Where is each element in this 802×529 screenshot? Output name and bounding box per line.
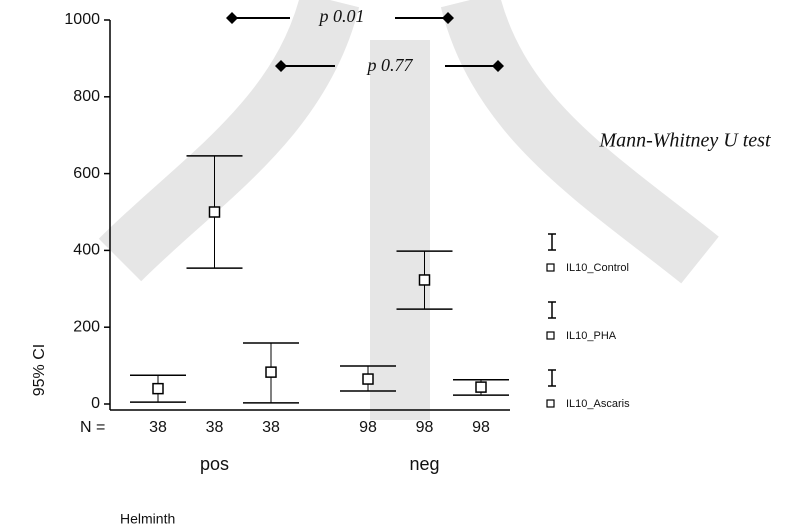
y-tick-label: 1000 [64, 11, 100, 28]
legend-symbol [546, 263, 555, 272]
n-label: N = [80, 419, 105, 436]
n-count: 98 [472, 419, 490, 436]
legend-symbol [548, 301, 556, 319]
annotation: p 0.77 [366, 55, 414, 75]
n-count: 38 [149, 419, 167, 436]
legend-symbol [548, 233, 556, 251]
x-tick-label: neg [409, 454, 439, 474]
legend-symbol [546, 399, 555, 408]
y-tick-label: 800 [73, 88, 100, 105]
y-tick-label: 200 [73, 318, 100, 335]
y-tick-label: 0 [91, 395, 100, 412]
n-count: 98 [416, 419, 434, 436]
mean-marker [208, 206, 221, 218]
annotation: Mann-Whitney U test [598, 130, 771, 152]
mean-marker [475, 381, 487, 393]
legend-label: IL10_Ascaris [566, 398, 630, 410]
mean-marker [362, 373, 374, 385]
n-count: 98 [359, 419, 377, 436]
y-tick-label: 600 [73, 165, 100, 182]
watermark [98, 0, 719, 420]
n-count: 38 [206, 419, 224, 436]
mean-marker [418, 274, 431, 286]
mean-marker [152, 382, 164, 395]
annotation: p 0.01 [318, 6, 365, 26]
comparison-bracket [226, 12, 504, 72]
y-tick-label: 400 [73, 242, 100, 259]
x-tick-label: pos [200, 454, 229, 474]
y-axis-label: 95% CI [31, 344, 48, 396]
mean-marker [265, 366, 277, 378]
legend-symbol [548, 369, 556, 387]
n-count: 38 [262, 419, 280, 436]
x-axis-label: Helminth [120, 511, 175, 527]
legend-symbol [546, 331, 555, 340]
legend-label: IL10_PHA [566, 330, 617, 342]
legend-label: IL10_Control [566, 262, 629, 274]
